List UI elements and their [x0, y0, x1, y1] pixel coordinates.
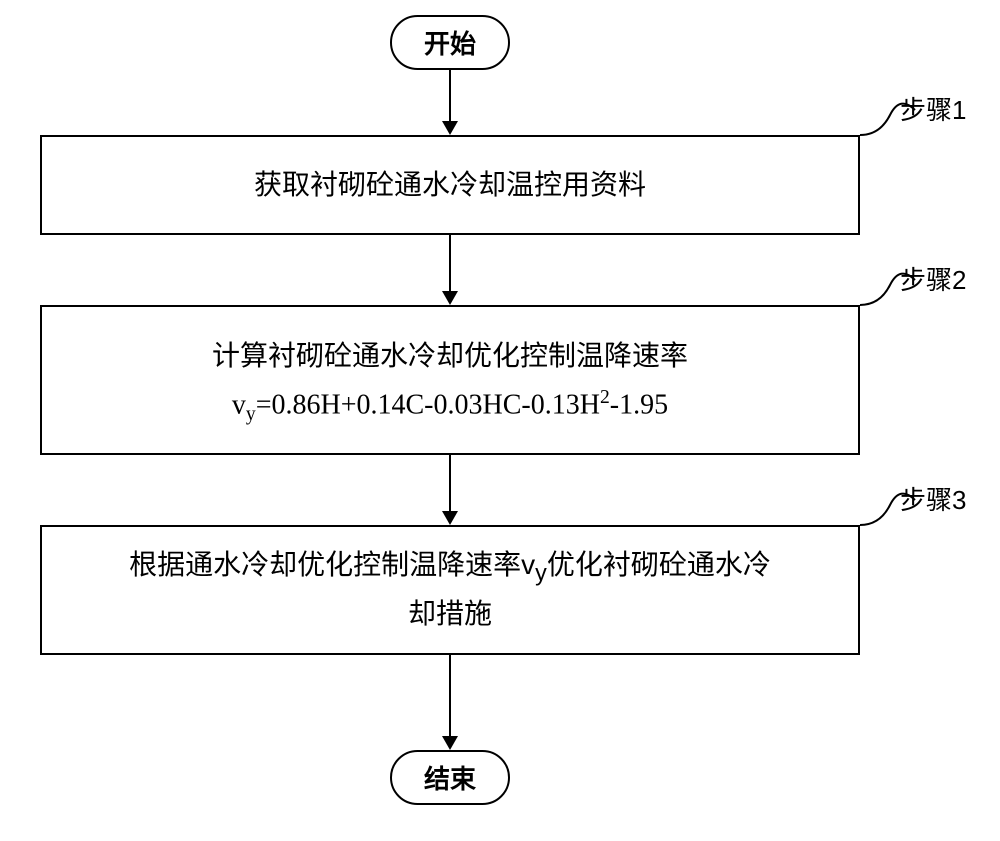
flowchart-container: 开始 获取衬砌砼通水冷却温控用资料 步骤1 计算衬砌砼通水冷却优化控制温降速率 … — [0, 0, 1000, 841]
start-label: 开始 — [424, 24, 476, 61]
edge-step3-end — [449, 655, 451, 748]
end-label: 结束 — [424, 759, 476, 796]
arrow-start-step1 — [442, 121, 458, 135]
step3-text-line2: 却措施 — [408, 592, 492, 637]
arrow-step1-step2 — [442, 291, 458, 305]
step-label-1: 步骤1 — [900, 90, 966, 127]
step3-text-line1: 根据通水冷却优化控制温降速率vy优化衬砌砼通水冷 — [129, 543, 771, 592]
step1-node: 获取衬砌砼通水冷却温控用资料 — [40, 135, 860, 235]
start-node: 开始 — [390, 15, 510, 70]
end-node: 结束 — [390, 750, 510, 805]
step-label-3: 步骤3 — [900, 480, 966, 517]
step1-text: 获取衬砌砼通水冷却温控用资料 — [254, 163, 646, 208]
arrow-step3-end — [442, 736, 458, 750]
step-label-2: 步骤2 — [900, 260, 966, 297]
step2-formula: vy=0.86H+0.14C-0.03HC-0.13H2-1.95 — [232, 387, 668, 426]
arrow-step2-step3 — [442, 511, 458, 525]
step2-text-line1: 计算衬砌砼通水冷却优化控制温降速率 — [212, 334, 688, 379]
step3-node: 根据通水冷却优化控制温降速率vy优化衬砌砼通水冷 却措施 — [40, 525, 860, 655]
step2-node: 计算衬砌砼通水冷却优化控制温降速率 vy=0.86H+0.14C-0.03HC-… — [40, 305, 860, 455]
